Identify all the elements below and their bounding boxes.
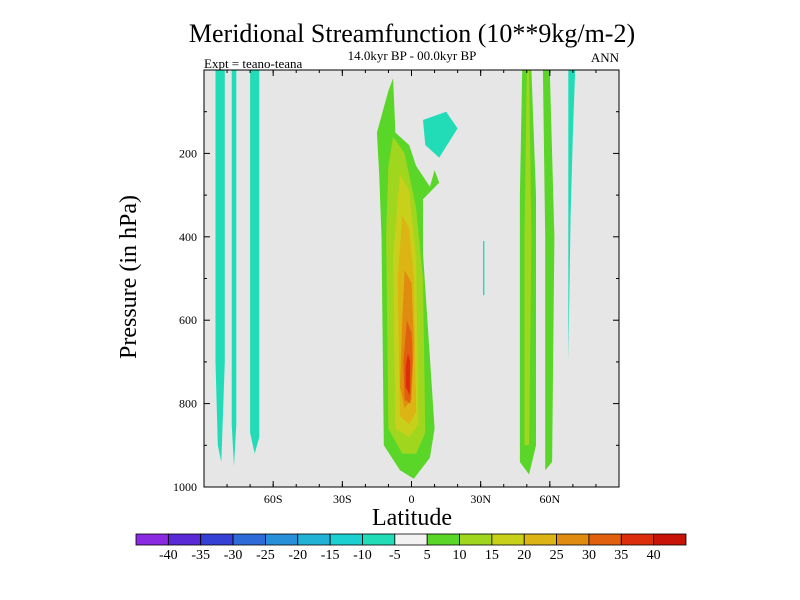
colorbar-box bbox=[426, 533, 460, 546]
contour-fill-2 bbox=[250, 70, 260, 454]
x-tick-label: 60S bbox=[264, 492, 283, 506]
colorbar-box bbox=[523, 533, 557, 546]
colorbar-label: 5 bbox=[424, 548, 431, 563]
y-tick-label: 400 bbox=[179, 230, 197, 244]
contour-fills bbox=[215, 70, 576, 479]
colorbar-box bbox=[653, 533, 687, 546]
contour-fill-3 bbox=[423, 111, 458, 158]
x-tick-label: 30N bbox=[470, 492, 491, 506]
right-string: ANN bbox=[591, 50, 620, 65]
x-tick-label: 30S bbox=[333, 492, 352, 506]
contour-fill-1 bbox=[231, 70, 237, 467]
contour-fill-0 bbox=[215, 70, 225, 462]
colorbar-label: -30 bbox=[224, 548, 243, 563]
chart-subtitle: 14.0kyr BP - 00.0kyr BP bbox=[348, 48, 477, 63]
colorbar-box bbox=[167, 533, 202, 546]
colorbar-box bbox=[620, 533, 655, 546]
colorbar-box bbox=[329, 533, 363, 546]
left-string: Expt = teano-teana bbox=[204, 56, 303, 71]
x-tick-label: 0 bbox=[409, 492, 415, 506]
x-tick-label: 60N bbox=[539, 492, 560, 506]
contour-fill-8 bbox=[542, 70, 555, 471]
x-axis-label: Latitude bbox=[372, 505, 452, 531]
colorbar-label: 20 bbox=[517, 548, 531, 563]
chart-title: Meridional Streamfunction (10**9kg/m-2) bbox=[189, 19, 635, 48]
colorbar-label: 35 bbox=[614, 548, 628, 563]
colorbar-box bbox=[588, 533, 622, 546]
contour-fill-5 bbox=[568, 70, 576, 362]
colorbar-box bbox=[200, 533, 234, 546]
colorbar-label: 30 bbox=[582, 548, 596, 563]
colorbar-box bbox=[362, 533, 396, 546]
colorbar-label: -35 bbox=[191, 548, 210, 563]
colorbar-box bbox=[394, 533, 428, 546]
colorbar-label: -40 bbox=[159, 548, 178, 563]
colorbar-box bbox=[232, 533, 266, 546]
colorbar-box bbox=[135, 533, 169, 546]
colorbar-label: -20 bbox=[288, 548, 307, 563]
y-tick-label: 1000 bbox=[173, 480, 197, 494]
colorbar-label: 15 bbox=[485, 548, 499, 563]
colorbar-label: -10 bbox=[353, 548, 372, 563]
contour-fill-4 bbox=[483, 241, 485, 296]
contour-fill-15 bbox=[405, 353, 411, 396]
colorbar-box bbox=[491, 533, 525, 546]
colorbar: -40 -35 -30 -25 -20 -15 -10 -5 5 10 15 20 25 30 35 40 bbox=[135, 533, 687, 563]
y-tick-label: 800 bbox=[179, 397, 197, 411]
colorbar-label: 25 bbox=[550, 548, 564, 563]
colorbar-box bbox=[556, 533, 590, 546]
contour-fill-10 bbox=[524, 70, 532, 446]
colorbar-box bbox=[459, 533, 493, 546]
axis-ticks: 60S 30S 0 30N 60N 200 400 600 800 1000 bbox=[173, 70, 619, 506]
colorbar-label: 10 bbox=[453, 548, 467, 563]
y-axis-label: Pressure (in hPa) bbox=[116, 195, 142, 359]
colorbar-label: -5 bbox=[389, 548, 401, 563]
y-tick-label: 600 bbox=[179, 313, 197, 327]
y-tick-label: 200 bbox=[179, 146, 197, 160]
colorbar-label: -15 bbox=[321, 548, 340, 563]
colorbar-label: 40 bbox=[647, 548, 661, 563]
colorbar-box bbox=[297, 533, 331, 546]
colorbar-label: -25 bbox=[256, 548, 275, 563]
colorbar-box bbox=[265, 533, 299, 546]
